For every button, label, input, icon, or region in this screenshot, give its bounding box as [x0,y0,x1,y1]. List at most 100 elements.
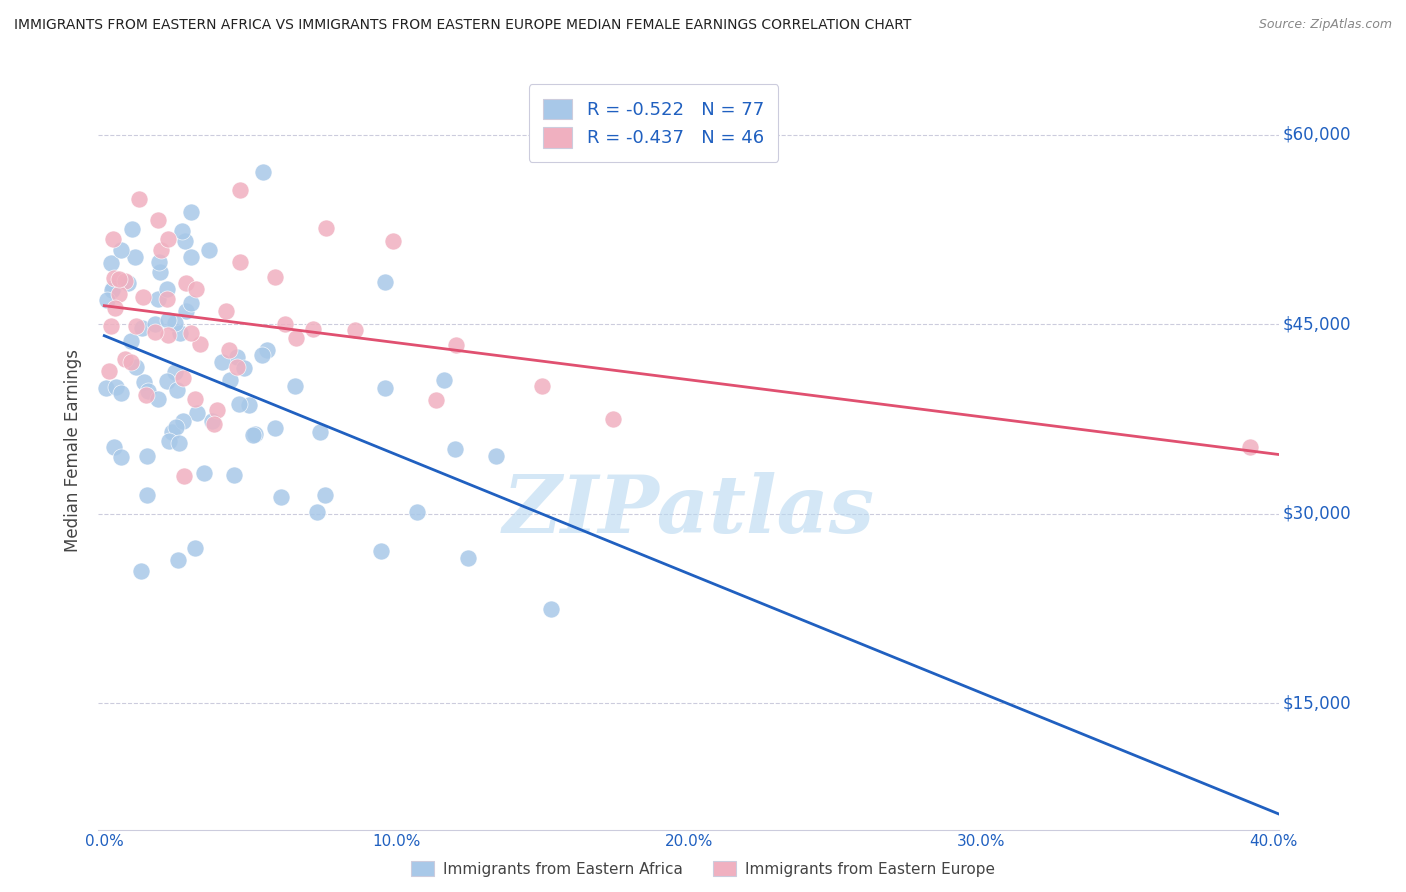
Point [425,392,447,407]
Point [305,505,328,519]
Point [444,442,467,456]
Point [110,243,132,257]
Point [174,304,197,318]
Point [381,234,404,248]
Point [285,331,308,345]
Point [132,375,155,389]
Point [157,313,180,327]
Point [172,371,194,385]
Point [284,379,307,393]
Point [155,374,177,388]
Point [103,271,125,285]
Point [120,334,142,349]
Point [374,276,396,290]
Point [225,359,247,374]
Point [228,183,250,197]
Point [264,421,287,435]
Point [129,565,152,579]
Point [218,343,240,357]
Point [174,234,197,248]
Point [198,243,221,257]
Point [202,417,225,432]
Point [131,321,153,335]
Point [186,406,208,420]
Point [238,398,260,412]
Point [180,250,202,264]
Point [165,420,187,434]
Point [315,220,337,235]
Point [184,282,207,296]
Point [135,387,157,401]
Text: $30,000: $30,000 [1284,505,1351,523]
Point [193,466,215,480]
Point [101,283,124,297]
Point [228,396,250,410]
Point [540,602,562,616]
Point [101,232,124,246]
Point [143,317,166,331]
Point [242,428,264,442]
Point [180,326,202,341]
Point [215,304,238,318]
Y-axis label: Median Female Earnings: Median Female Earnings [65,349,83,552]
Point [200,414,222,428]
Legend: Immigrants from Eastern Africa, Immigrants from Eastern Europe: Immigrants from Eastern Africa, Immigran… [404,853,1002,884]
Point [156,282,179,296]
Point [446,337,468,351]
Point [155,293,177,307]
Point [314,488,336,502]
Point [180,205,202,219]
Point [167,553,190,567]
Point [138,384,160,398]
Point [252,165,274,179]
Point [121,222,143,236]
Point [132,290,155,304]
Point [174,277,197,291]
Point [136,487,159,501]
Point [96,293,118,308]
Point [180,296,202,310]
Point [169,326,191,341]
Point [120,355,142,369]
Point [125,319,148,334]
Point [149,243,172,257]
Point [167,436,190,450]
Point [114,274,136,288]
Point [218,373,240,387]
Point [110,386,132,401]
Point [188,337,211,351]
Point [160,425,183,439]
Point [531,378,554,392]
Point [229,254,252,268]
Point [149,265,172,279]
Point [100,319,122,334]
Point [117,276,139,290]
Point [103,440,125,454]
Point [432,373,454,387]
Point [157,328,180,343]
Point [146,292,169,306]
Point [226,350,249,364]
Point [163,316,186,330]
Point [124,250,146,264]
Point [252,348,274,362]
Point [256,343,278,357]
Point [98,364,121,378]
Point [270,490,292,504]
Point [274,317,297,331]
Point [103,301,125,315]
Point [370,543,392,558]
Point [211,355,233,369]
Text: Source: ZipAtlas.com: Source: ZipAtlas.com [1258,18,1392,31]
Point [170,224,193,238]
Point [143,325,166,339]
Point [108,287,131,301]
Text: $15,000: $15,000 [1284,694,1351,712]
Point [184,392,207,407]
Point [94,381,117,395]
Point [173,469,195,483]
Point [457,550,479,565]
Point [100,256,122,270]
Text: ZIPatlas: ZIPatlas [503,473,875,549]
Point [485,450,508,464]
